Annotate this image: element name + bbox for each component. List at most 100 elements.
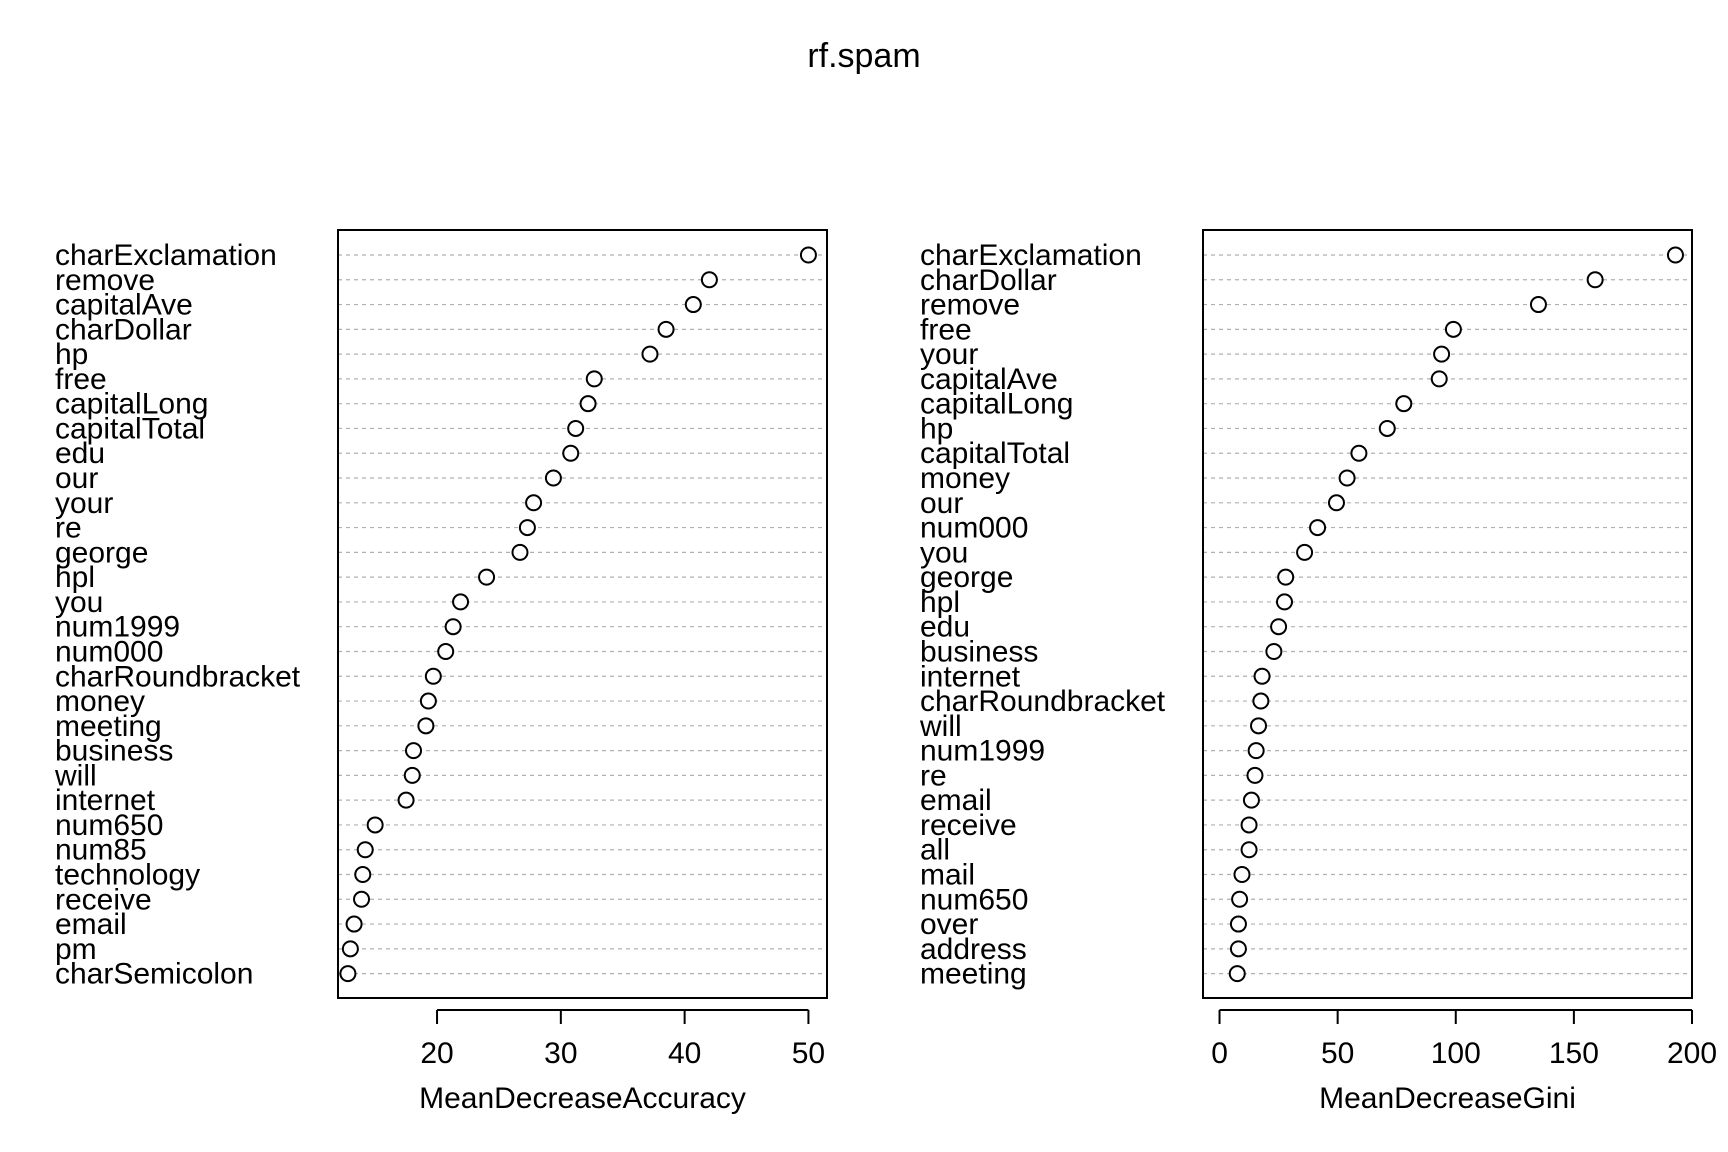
gini-point (1231, 890, 1249, 908)
accuracy-point (437, 642, 455, 660)
panel-mean-decrease-accuracy: charExclamationremovecapitalAvecharDolla… (54, 229, 828, 1115)
accuracy-variable-label: your (55, 487, 113, 520)
accuracy-point (525, 494, 543, 512)
gini-point (1309, 519, 1327, 537)
gini-point (1228, 965, 1246, 983)
gini-variable-label: hp (920, 412, 953, 445)
gini-variable-label: business (920, 635, 1038, 668)
accuracy-variable-label: charExclamation (55, 239, 277, 272)
accuracy-variable-label: will (54, 759, 97, 792)
gini-point (1247, 742, 1265, 760)
gini-variable-label: your (920, 338, 978, 371)
gini-point (1666, 246, 1684, 264)
gini-point (1240, 816, 1258, 834)
accuracy-point (641, 345, 659, 363)
accuracy-variable-label: our (55, 462, 98, 495)
gini-point (1250, 717, 1268, 735)
accuracy-point (417, 717, 435, 735)
gini-variable-label: re (920, 759, 947, 792)
gini-point (1253, 667, 1271, 685)
gini-variable-label: money (920, 462, 1010, 495)
gini-point (1252, 692, 1270, 710)
chart-title: rf.spam (807, 37, 920, 75)
gini-point (1265, 642, 1283, 660)
gini-point (1327, 494, 1345, 512)
gini-variable-label: you (920, 536, 968, 569)
accuracy-point (684, 296, 702, 314)
accuracy-variable-label: internet (55, 784, 156, 817)
gini-point (1276, 593, 1293, 611)
gini-x-tick-label: 100 (1431, 1037, 1481, 1070)
accuracy-variable-label: edu (55, 437, 105, 470)
accuracy-variable-label: capitalTotal (55, 412, 205, 445)
gini-variable-label: num000 (920, 512, 1028, 545)
accuracy-point (511, 543, 529, 561)
accuracy-point (700, 271, 718, 289)
accuracy-point (567, 419, 585, 437)
accuracy-point (419, 692, 437, 710)
accuracy-variable-label: meeting (55, 710, 162, 743)
gini-x-tick-label: 150 (1549, 1037, 1599, 1070)
gini-point (1586, 271, 1604, 289)
gini-point (1338, 469, 1356, 487)
gini-point (1229, 940, 1247, 958)
accuracy-point (478, 568, 496, 586)
gini-point (1246, 766, 1264, 784)
accuracy-variable-label: num000 (55, 635, 163, 668)
accuracy-variable-label: email (55, 908, 127, 941)
panel-mean-decrease-gini: charExclamationcharDollarremovefreeyourc… (919, 229, 1717, 1115)
accuracy-x-tick-label: 30 (544, 1037, 577, 1070)
gini-variable-label: free (920, 313, 972, 346)
gini-point (1430, 370, 1448, 388)
gini-variable-label: capitalAve (920, 363, 1058, 396)
gini-variable-label: charRoundbracket (920, 685, 1166, 718)
accuracy-point (424, 667, 442, 685)
accuracy-variable-label: re (55, 512, 82, 545)
gini-point (1444, 320, 1462, 338)
accuracy-variable-label: free (55, 363, 107, 396)
accuracy-point (345, 915, 363, 933)
gini-variable-label: internet (920, 660, 1021, 693)
gini-variable-label: meeting (920, 958, 1027, 991)
accuracy-point (356, 841, 374, 859)
gini-variable-label: email (920, 784, 992, 817)
gini-point (1395, 395, 1413, 413)
accuracy-point (562, 444, 580, 462)
accuracy-variable-label: charDollar (55, 313, 192, 346)
accuracy-variable-label: hp (55, 338, 88, 371)
accuracy-variable-label: technology (55, 859, 200, 892)
gini-point (1433, 345, 1451, 363)
accuracy-x-tick-label: 50 (792, 1037, 825, 1070)
accuracy-point (657, 320, 675, 338)
accuracy-point (518, 519, 536, 537)
gini-variable-label: george (920, 561, 1013, 594)
accuracy-variable-label: hpl (55, 561, 95, 594)
gini-variable-label: num650 (920, 883, 1028, 916)
accuracy-variable-label: business (55, 735, 173, 768)
accuracy-x-tick-label: 20 (420, 1037, 453, 1070)
accuracy-variable-label: capitalAve (55, 289, 193, 322)
gini-x-axis-label: MeanDecreaseGini (1319, 1082, 1576, 1115)
accuracy-point (544, 469, 562, 487)
gini-x-tick-label: 200 (1667, 1037, 1717, 1070)
gini-variable-label: hpl (920, 586, 960, 619)
gini-variable-label: num1999 (920, 735, 1045, 768)
gini-point (1529, 296, 1547, 314)
gini-point (1270, 618, 1288, 636)
accuracy-variable-label: remove (55, 264, 155, 297)
gini-variable-label: charDollar (920, 264, 1057, 297)
accuracy-point (341, 940, 359, 958)
gini-variable-label: address (920, 933, 1027, 966)
accuracy-variable-label: num85 (55, 834, 147, 867)
accuracy-x-tick-label: 40 (668, 1037, 701, 1070)
accuracy-variable-label: you (55, 586, 103, 619)
accuracy-point (579, 395, 597, 413)
accuracy-variable-label: receive (55, 883, 152, 916)
accuracy-variable-label: george (55, 536, 148, 569)
accuracy-plot-frame (337, 229, 828, 999)
accuracy-variable-label: money (55, 685, 145, 718)
accuracy-point (585, 370, 603, 388)
gini-variable-label: our (920, 487, 963, 520)
gini-point (1350, 444, 1368, 462)
